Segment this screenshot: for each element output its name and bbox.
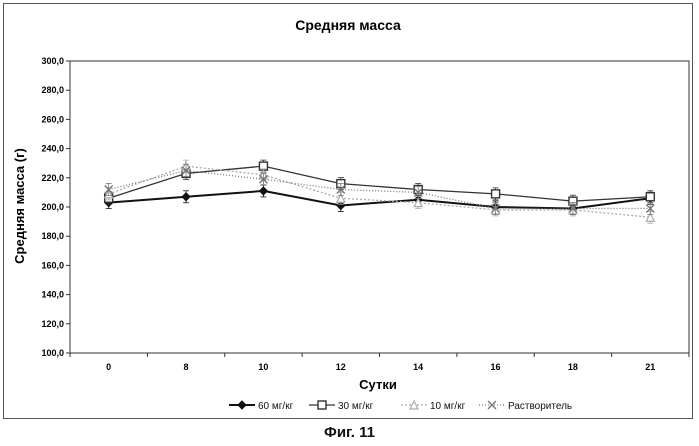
legend-label: 10 мг/кг bbox=[430, 401, 466, 412]
y-tick-label: 180,0 bbox=[41, 231, 64, 241]
series-group bbox=[103, 159, 656, 224]
legend-swatch-marker bbox=[317, 400, 327, 410]
data-point bbox=[490, 189, 501, 199]
data-point bbox=[104, 184, 114, 194]
y-tick-label: 100,0 bbox=[41, 348, 64, 358]
legend-label: 60 мг/кг bbox=[258, 401, 294, 412]
legend-label: Растворитель bbox=[508, 401, 572, 412]
chart-title: Средняя масса bbox=[295, 17, 401, 33]
x-tick-label: 8 bbox=[184, 362, 189, 372]
y-tick-label: 280,0 bbox=[41, 85, 64, 95]
data-point bbox=[181, 192, 191, 202]
data-point bbox=[413, 197, 424, 208]
x-tick-label: 14 bbox=[413, 362, 423, 372]
series-line bbox=[108, 165, 651, 202]
y-tick-label: 260,0 bbox=[41, 114, 64, 124]
data-point bbox=[258, 174, 268, 184]
y-tick-label: 140,0 bbox=[41, 290, 64, 300]
series-line bbox=[108, 169, 651, 210]
data-point bbox=[568, 203, 578, 213]
legend-swatch-marker bbox=[237, 400, 247, 410]
data-point bbox=[335, 192, 346, 203]
chart-frame: Средняя масса Средняя масса (г) Сутки 10… bbox=[3, 3, 693, 419]
y-tick-label: 200,0 bbox=[41, 202, 64, 212]
x-tick-label: 0 bbox=[106, 362, 111, 372]
data-point bbox=[491, 203, 501, 213]
y-tick-label: 300,0 bbox=[41, 56, 64, 66]
x-tick-label: 10 bbox=[258, 362, 268, 372]
plot-area bbox=[69, 60, 690, 354]
x-tick-label: 12 bbox=[336, 362, 346, 372]
y-axis-title: Средняя масса (г) bbox=[12, 148, 27, 264]
y-tick-label: 160,0 bbox=[41, 260, 64, 270]
data-point bbox=[645, 192, 656, 202]
axes: 100,0 120,0 140,0 160,0 180,0 200,0 220,0 240,0… bbox=[41, 56, 690, 372]
x-tick-label: 21 bbox=[645, 362, 655, 372]
data-point bbox=[336, 184, 346, 194]
series-4 bbox=[104, 164, 655, 215]
figure-caption: Фиг. 11 bbox=[324, 424, 375, 441]
data-point bbox=[645, 203, 655, 213]
x-tick-label: 18 bbox=[568, 362, 578, 372]
legend-swatch-marker bbox=[487, 400, 497, 410]
legend-swatch-marker bbox=[409, 399, 419, 410]
data-point bbox=[645, 211, 656, 222]
series-line bbox=[108, 165, 651, 218]
legend: 60 мг/кг 30 мг/кг 10 мг/кг Растворитель bbox=[229, 399, 572, 412]
y-tick-label: 220,0 bbox=[41, 173, 64, 183]
chart-svg: Средняя масса Средняя масса (г) Сутки 10… bbox=[12, 17, 690, 412]
data-point bbox=[413, 187, 423, 197]
y-tick-label: 120,0 bbox=[41, 319, 64, 329]
data-point bbox=[181, 166, 191, 175]
x-axis-title: Сутки bbox=[359, 377, 397, 392]
legend-label: 30 мг/кг bbox=[338, 401, 374, 412]
data-point bbox=[258, 186, 269, 196]
y-tick-label: 240,0 bbox=[41, 144, 64, 154]
x-tick-label: 16 bbox=[491, 362, 501, 372]
